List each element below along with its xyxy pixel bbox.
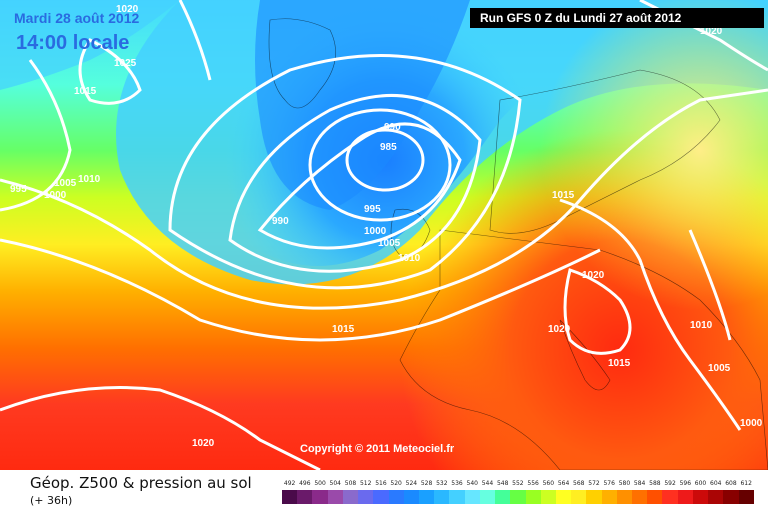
scale-label: 496: [299, 480, 311, 487]
scale-label: 508: [344, 480, 357, 487]
isobar-label: 1015: [608, 358, 631, 369]
isobar-label: 1020: [700, 26, 723, 37]
scale-label: 544: [481, 480, 494, 487]
scale-swatch: [388, 490, 404, 504]
weather-map: 1020 1025 1015 1005 1010 995 1000 990 98…: [0, 0, 768, 470]
scale-swatch: [403, 490, 419, 504]
scale-label: 604: [710, 480, 722, 487]
scale-swatch: [297, 490, 313, 504]
legend-title: Géop. Z500 & pression au sol: [30, 474, 252, 492]
scale-swatches: [282, 490, 754, 504]
scale-swatch: [418, 490, 435, 504]
isobar-label: 990: [384, 122, 401, 133]
scale-label: 548: [496, 480, 509, 487]
color-scale: 492 496 500 504 508 512 516 520 524 528 532 536 540 5…: [282, 478, 754, 508]
isobar-label: 1005: [54, 178, 77, 189]
isobar-label: 1020: [582, 270, 605, 281]
isobar-label: 1010: [690, 320, 713, 331]
scale-swatch: [479, 490, 496, 504]
isobar-label: 995: [10, 184, 27, 195]
scale-label: 532: [436, 480, 448, 487]
isobar-label: 995: [364, 204, 381, 215]
scale-label: 596: [679, 480, 692, 487]
isobar-label: 1005: [378, 238, 401, 249]
isobar-label: 990: [272, 216, 289, 227]
scale-swatch: [738, 490, 754, 504]
scale-swatch: [632, 490, 648, 504]
scale-label: 576: [603, 480, 615, 487]
copyright-text: Copyright © 2011 Meteociel.fr: [300, 443, 455, 455]
scale-label: 584: [633, 480, 646, 487]
scale-label: 552: [512, 480, 524, 487]
isobars: [0, 0, 768, 470]
scale-label: 564: [557, 480, 570, 487]
scale-swatch: [495, 490, 511, 504]
scale-label: 512: [359, 480, 372, 487]
isobar-label: 1010: [398, 253, 421, 264]
scale-label: 580: [618, 480, 631, 487]
model-run-banner: Run GFS 0 Z du Lundi 27 août 2012: [470, 8, 764, 28]
scale-label: 492: [283, 480, 296, 487]
isobar-label: 985: [380, 142, 397, 153]
isobar-label: 1000: [44, 190, 67, 201]
scale-swatch: [647, 490, 663, 504]
isobar-labels: 1020 1025 1015 1005 1010 995 1000 990 98…: [10, 4, 763, 449]
isobar-label: 1015: [74, 86, 97, 97]
scale-labels: 492 496 500 504 508 512 516 520 524 528 532 536 540 5…: [282, 478, 754, 489]
scale-swatch: [677, 490, 693, 504]
scale-label: 556: [527, 480, 539, 487]
scale-swatch: [282, 490, 298, 504]
scale-label: 540: [466, 480, 478, 487]
scale-swatch: [525, 490, 541, 504]
scale-label: 600: [694, 480, 707, 487]
scale-swatch: [342, 490, 359, 504]
scale-label: 536: [451, 480, 463, 487]
scale-swatch: [358, 490, 374, 504]
scale-swatch: [449, 490, 465, 504]
isobar-label: 1020: [116, 4, 139, 15]
scale-label: 520: [390, 480, 402, 487]
scale-label: 568: [573, 480, 585, 487]
scale-label: 588: [649, 480, 661, 487]
scale-swatch: [662, 490, 678, 504]
scale-swatch: [616, 490, 633, 504]
scale-label: 500: [314, 480, 326, 487]
scale-swatch: [586, 490, 602, 504]
scale-swatch: [723, 490, 739, 504]
isobar-label: 1020: [548, 324, 571, 335]
isobar-label: 1000: [740, 418, 763, 429]
isobar-label: 1000: [364, 226, 387, 237]
scale-label: 572: [588, 480, 600, 487]
scale-swatch: [571, 490, 587, 504]
isobar-label: 1015: [332, 324, 355, 335]
scale-label: 560: [542, 480, 555, 487]
scale-swatch: [373, 490, 389, 504]
isobar-label: 1005: [708, 363, 731, 374]
scale-swatch: [464, 490, 480, 504]
scale-label: 608: [725, 480, 737, 487]
scale-label: 528: [420, 480, 433, 487]
scale-swatch: [312, 490, 328, 504]
scale-swatch: [510, 490, 526, 504]
scale-label: 524: [405, 480, 418, 487]
scale-swatch: [434, 490, 450, 504]
scale-label: 504: [329, 480, 341, 487]
scale-swatch: [692, 490, 709, 504]
scale-swatch: [555, 490, 572, 504]
isobar-label: 1010: [78, 174, 101, 185]
isobar-label: 1020: [192, 438, 215, 449]
scale-swatch: [708, 490, 724, 504]
isobar-label: 1015: [552, 190, 575, 201]
scale-swatch: [327, 490, 343, 504]
legend-subtitle: (+ 36h): [30, 494, 73, 507]
isobar-label: 1025: [114, 58, 137, 69]
scale-label: 592: [664, 480, 676, 487]
forecast-date: Mardi 28 août 2012: [14, 10, 140, 26]
scale-swatch: [601, 490, 617, 504]
scale-label: 612: [740, 480, 752, 487]
scale-swatch: [540, 490, 556, 504]
forecast-time: 14:00 locale: [16, 32, 130, 54]
scale-label: 516: [375, 480, 387, 487]
